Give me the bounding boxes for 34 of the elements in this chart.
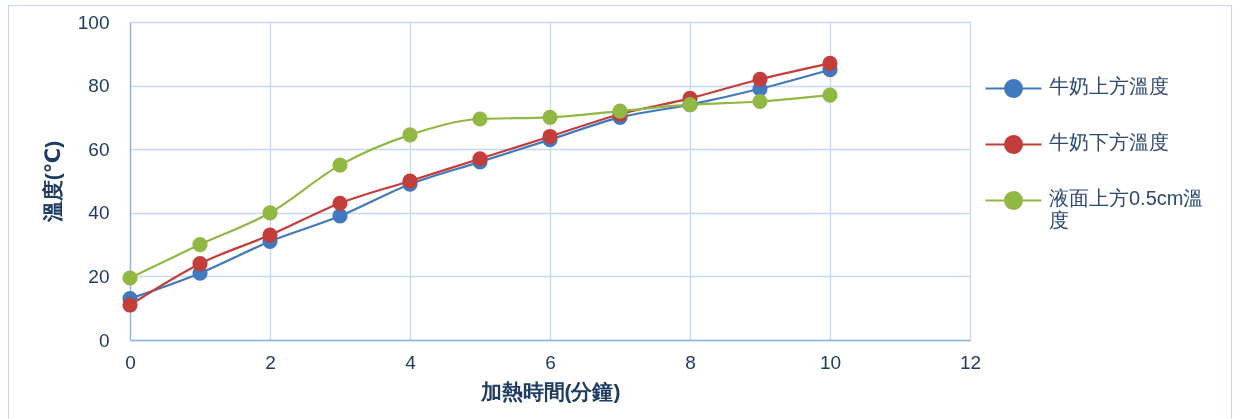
y-tick-label: 60 [88,138,110,160]
point [192,237,208,253]
point [752,71,768,87]
point [332,157,348,173]
y-tick-label: 20 [88,265,110,287]
point [402,127,418,143]
y-tick-label: 40 [88,202,110,224]
x-tick-label: 6 [545,351,556,373]
x-tick-label: 2 [265,351,276,373]
point [262,205,278,221]
x-tick-label: 10 [819,351,842,373]
x-tick-label: 0 [125,351,136,373]
x-tick-label: 12 [959,351,982,373]
y-tick-label: 100 [77,11,110,33]
x-axis-title: 加熱時間(分鐘) [479,379,621,403]
point [192,256,208,272]
point [542,128,558,145]
x-tick-label: 4 [405,351,417,373]
point [332,195,348,211]
point [752,93,768,110]
legend-label: 液面上方0.5cm溫度 [1049,186,1204,231]
point [472,111,488,127]
point [122,270,138,286]
point [542,109,558,125]
legend-label: 牛奶下方溫度 [1049,130,1169,153]
legend-label: 牛奶上方溫度 [1049,74,1169,97]
point [122,297,138,313]
point [822,55,838,71]
x-tick-label: 8 [685,351,696,373]
y-axis-title: 溫度(℃) [40,140,64,224]
point [822,87,838,103]
point [262,227,278,243]
y-tick-label: 0 [98,329,110,351]
y-tick-label: 80 [88,75,110,97]
